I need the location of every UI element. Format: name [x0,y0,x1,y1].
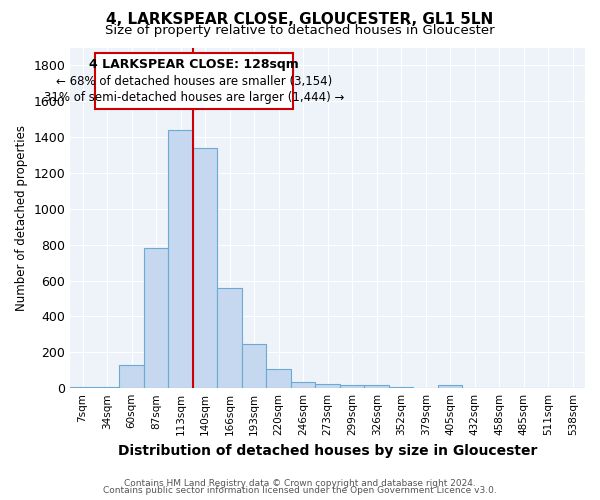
Text: Contains public sector information licensed under the Open Government Licence v3: Contains public sector information licen… [103,486,497,495]
Text: 4 LARKSPEAR CLOSE: 128sqm: 4 LARKSPEAR CLOSE: 128sqm [89,58,299,71]
Bar [438,386,463,388]
Bar [193,148,217,388]
Bar [169,130,193,388]
Bar [291,382,316,388]
Bar [144,248,169,388]
Bar [316,384,340,388]
Text: Contains HM Land Registry data © Crown copyright and database right 2024.: Contains HM Land Registry data © Crown c… [124,478,476,488]
Bar [266,370,291,388]
Text: 4, LARKSPEAR CLOSE, GLOUCESTER, GL1 5LN: 4, LARKSPEAR CLOSE, GLOUCESTER, GL1 5LN [106,12,494,28]
FancyBboxPatch shape [95,53,293,110]
Bar [242,344,266,388]
Bar [119,365,144,388]
Text: 31% of semi-detached houses are larger (1,444) →: 31% of semi-detached houses are larger (… [44,91,344,104]
Bar [364,384,389,388]
Bar [217,288,242,388]
X-axis label: Distribution of detached houses by size in Gloucester: Distribution of detached houses by size … [118,444,538,458]
Bar [340,386,364,388]
Text: Size of property relative to detached houses in Gloucester: Size of property relative to detached ho… [105,24,495,37]
Y-axis label: Number of detached properties: Number of detached properties [15,125,28,311]
Text: ← 68% of detached houses are smaller (3,154): ← 68% of detached houses are smaller (3,… [56,74,332,88]
